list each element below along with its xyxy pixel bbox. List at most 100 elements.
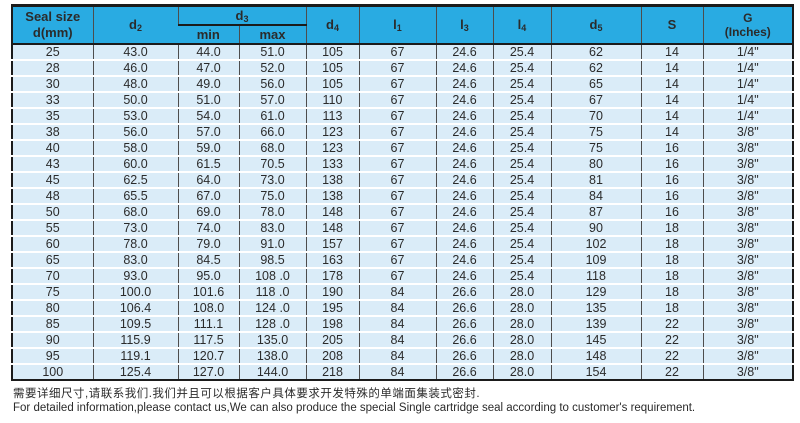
col-header-g: G (Inches): [702, 5, 793, 45]
g-line1: G: [743, 10, 753, 25]
table-cell: 128 .0: [238, 315, 306, 333]
table-cell: 3/8": [702, 187, 793, 205]
table-cell: 98.5: [238, 251, 306, 269]
table-cell: 14: [640, 91, 703, 109]
table-cell: 28.0: [492, 347, 551, 365]
table-cell: 22: [640, 347, 703, 365]
table-cell: 111.1: [177, 315, 239, 333]
table-cell: 67: [358, 171, 436, 189]
table-cell: 208: [305, 347, 359, 365]
table-cell: 67: [358, 59, 436, 77]
table-row: 45 62.5 64.0 73.0 138 67 24.6 25.4 81 16 3/8": [12, 171, 793, 189]
footer-notes: 需要详细尺寸,请联系我们.我们并且可以根据客户具体要求开发特殊的单端面集装式密封…: [11, 387, 792, 415]
table-header: Seal size d(mm) d2 d3 d4 l1 l3 l4 d5 S G…: [12, 5, 793, 45]
table-cell: 138: [305, 187, 359, 205]
table-cell: 83.0: [92, 251, 178, 269]
table-cell: 123: [305, 123, 359, 141]
table-cell: 43.0: [92, 43, 178, 61]
table-row: 90 115.9 117.5 135.0 205 84 26.6 28.0 145 22 3/8": [12, 331, 793, 349]
table-cell: 1/4": [702, 59, 793, 77]
table-cell: 25.4: [492, 267, 551, 285]
table-cell: 24.6: [435, 219, 493, 237]
table-cell: 148: [305, 219, 359, 237]
table-cell: 3/8": [702, 219, 793, 237]
table-cell: 75: [550, 139, 641, 157]
table-cell: 78.0: [238, 203, 306, 221]
table-cell: 68.0: [92, 203, 178, 221]
table-cell: 84: [358, 299, 436, 317]
table-cell: 26.6: [435, 363, 493, 380]
table-cell: 16: [640, 203, 703, 221]
table-cell: 62.5: [92, 171, 178, 189]
table-cell: 67: [358, 43, 436, 61]
table-cell: 24.6: [435, 171, 493, 189]
table-cell: 79.0: [177, 235, 239, 253]
table-cell: 16: [640, 155, 703, 173]
table-cell: 67: [358, 91, 436, 109]
table-cell: 28.0: [492, 283, 551, 301]
table-row: 30 48.0 49.0 56.0 105 67 24.6 25.4 65 14 1/4": [12, 75, 793, 93]
table-cell: 119.1: [92, 347, 178, 365]
col-header-d5: d5: [550, 5, 641, 45]
table-cell: 110: [305, 91, 359, 109]
table-cell: 24.6: [435, 251, 493, 269]
cell-seal-size: 43: [12, 155, 93, 173]
table-cell: 138.0: [238, 347, 306, 365]
table-cell: 56.0: [238, 75, 306, 93]
col-header-s: S: [640, 5, 703, 45]
table-cell: 14: [640, 43, 703, 61]
table-cell: 118: [550, 267, 641, 285]
table-cell: 18: [640, 219, 703, 237]
col-header-l3: l3: [435, 5, 493, 45]
table-cell: 1/4": [702, 75, 793, 93]
cell-seal-size: 38: [12, 123, 93, 141]
table-cell: 25.4: [492, 203, 551, 221]
table-cell: 3/8": [702, 299, 793, 317]
col-header-d3: d3: [177, 5, 306, 26]
table-cell: 25.4: [492, 219, 551, 237]
table-cell: 26.6: [435, 347, 493, 365]
seal-size-line2: d(mm): [32, 24, 73, 40]
cell-seal-size: 100: [12, 363, 93, 380]
table-cell: 25.4: [492, 59, 551, 77]
table-cell: 67.0: [177, 187, 239, 205]
table-cell: 68.0: [238, 139, 306, 157]
table-cell: 163: [305, 251, 359, 269]
table-cell: 44.0: [177, 43, 239, 61]
col-header-l4: l4: [492, 5, 551, 45]
table-cell: 3/8": [702, 315, 793, 333]
table-cell: 67: [358, 75, 436, 93]
cell-seal-size: 90: [12, 331, 93, 349]
table-cell: 95.0: [177, 267, 239, 285]
col-header-d3-min: min: [178, 24, 239, 45]
cell-seal-size: 35: [12, 107, 93, 125]
table-cell: 125.4: [92, 363, 178, 380]
table-cell: 25.4: [492, 43, 551, 61]
table-cell: 25.4: [492, 251, 551, 269]
table-cell: 22: [640, 331, 703, 349]
table-cell: 115.9: [92, 331, 178, 349]
table-cell: 26.6: [435, 283, 493, 301]
cell-seal-size: 48: [12, 187, 93, 205]
cell-seal-size: 45: [12, 171, 93, 189]
table-cell: 74.0: [177, 219, 239, 237]
table-cell: 148: [305, 203, 359, 221]
table-cell: 84: [550, 187, 641, 205]
table-cell: 118 .0: [238, 283, 306, 301]
table-cell: 28.0: [492, 331, 551, 349]
table-cell: 24.6: [435, 235, 493, 253]
table-cell: 123: [305, 139, 359, 157]
table-cell: 67: [358, 123, 436, 141]
table-cell: 64.0: [177, 171, 239, 189]
cell-seal-size: 33: [12, 91, 93, 109]
table-cell: 105: [305, 43, 359, 61]
table-cell: 28.0: [492, 315, 551, 333]
table-cell: 18: [640, 235, 703, 253]
table-cell: 53.0: [92, 107, 178, 125]
table-row: 25 43.0 44.0 51.0 105 67 24.6 25.4 62 14 1/4": [12, 43, 793, 61]
table-cell: 67: [358, 155, 436, 173]
table-cell: 1/4": [702, 43, 793, 61]
table-cell: 190: [305, 283, 359, 301]
col-header-d3-max: max: [238, 24, 306, 45]
col-header-l1: l1: [358, 5, 436, 45]
